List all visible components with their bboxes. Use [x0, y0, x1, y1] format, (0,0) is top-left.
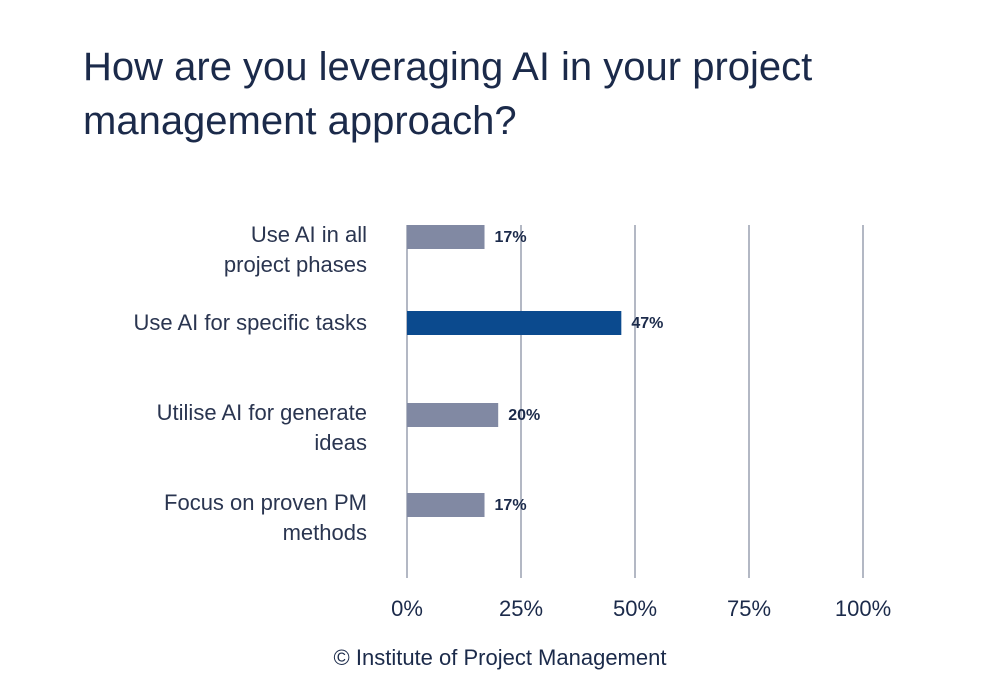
x-tick-label: 100%	[835, 596, 891, 621]
bar	[407, 493, 485, 517]
source: © Institute of Project Management	[333, 645, 667, 670]
bar	[407, 225, 485, 249]
category-label: Focus on proven PM methods	[164, 490, 367, 545]
value-label: 47%	[631, 315, 663, 332]
x-tick-label: 25%	[499, 596, 543, 621]
value-label: 20%	[508, 407, 540, 424]
category-label: Use AI for specific tasks	[133, 310, 367, 335]
bar	[407, 311, 622, 335]
category-label: Use AI in all project phases	[223, 222, 367, 277]
bar	[407, 403, 499, 427]
chart-title: How are you leveraging AI in your projec…	[83, 45, 813, 143]
category-label: Utilise AI for generate ideas	[156, 400, 367, 455]
x-tick-label: 0%	[391, 596, 423, 621]
value-label: 17%	[495, 229, 527, 246]
value-label: 17%	[495, 497, 527, 514]
x-tick-label: 75%	[727, 596, 771, 621]
x-tick-label: 50%	[613, 596, 657, 621]
